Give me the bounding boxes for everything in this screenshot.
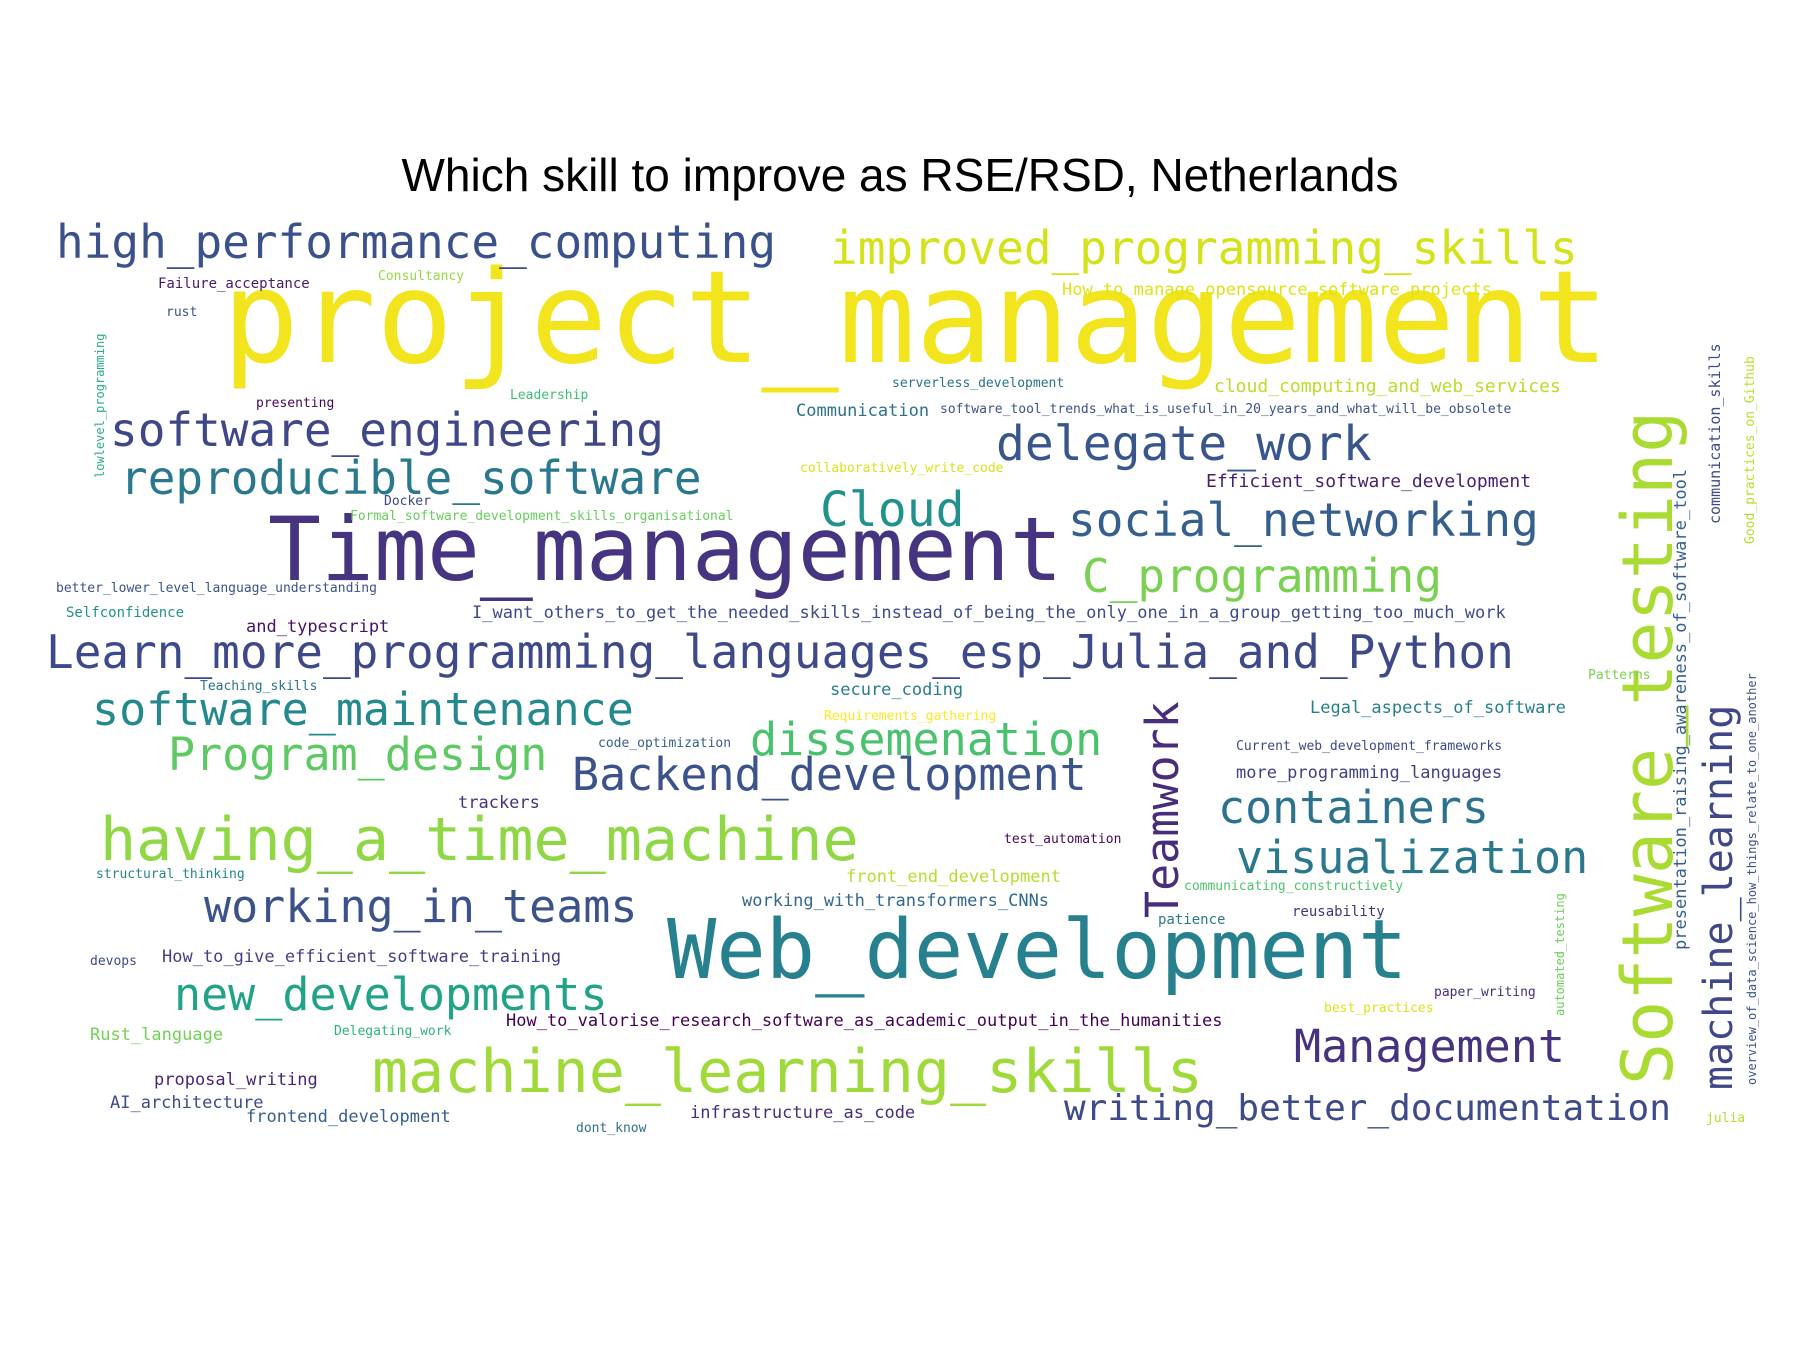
word: Consultancy [378,269,464,284]
word: How_to_valorise_research_software_as_aca… [506,1011,1222,1031]
word: project_management [222,244,1609,393]
word: Legal_aspects_of_software [1310,698,1566,718]
word: Communication [796,401,929,421]
word: julia [1706,1111,1745,1126]
word: Leadership [510,388,588,403]
word: frontend_development [246,1107,451,1127]
word: Time_management [268,498,1063,601]
word: Management [1294,1020,1565,1073]
word: dont_know [576,1121,647,1136]
word: code_optimization [598,736,731,751]
word: high_performance_computing [56,215,776,269]
word: reproducible_software [120,451,702,505]
word: Delegating_work [334,1024,452,1039]
word: How_to_give_efficient_software_training [162,947,561,967]
word: delegate_work [996,416,1372,472]
word: C_programming [1082,549,1442,603]
word: secure_coding [830,680,963,700]
word: best_practices [1324,1001,1434,1016]
word: containers [1218,781,1489,834]
word: I_want_others_to_get_the_needed_skills_i… [472,603,1506,623]
word: software_tool_trends_what_is_useful_in_2… [940,402,1512,417]
word: presenting [256,396,334,411]
word: rust [166,305,197,320]
word: Current_web_development_frameworks [1236,739,1502,754]
word: lowlevel_programming [93,334,107,479]
word: having_a_time_machine [100,805,859,875]
word: Requirements_gathering [824,709,996,724]
word: overview_of_data_science_how_things_rela… [1745,673,1759,1085]
word: serverless_development [892,376,1064,391]
word: machine_learning [1696,705,1742,1090]
word: Program_design [168,728,547,781]
word: automated_testing [1553,893,1567,1016]
word: Docker [384,494,431,509]
word: AI_architecture [110,1093,264,1113]
word: Failure_acceptance [158,276,310,292]
word: working_in_teams [204,880,637,933]
word: reusability [1292,904,1385,920]
word: improved_programming_skills [830,221,1578,275]
word: cloud_computing_and_web_services [1214,376,1561,397]
word: visualization [1236,831,1588,884]
word: test_automation [1004,832,1121,847]
word: communicating_constructively [1184,879,1403,894]
word: and_typescript [246,617,389,637]
word: Software_testing [1607,411,1689,1085]
word: Formal_software_development_skills_organ… [350,509,734,524]
word: software_engineering [110,403,664,457]
word: collaboratively_write_code [800,461,1004,476]
word: How_to_manage_opensource_software_projec… [1062,280,1492,300]
word: infrastructure_as_code [690,1103,915,1123]
word: Selfconfidence [66,605,184,621]
word: more_programming_languages [1236,763,1502,783]
word: new_developments [174,968,607,1021]
word: front_end_development [846,867,1061,887]
word: software_maintenance [92,683,634,736]
word: trackers [458,793,540,813]
word: machine_learning_skills [372,1037,1203,1107]
word: Backend_development [572,748,1087,801]
word: better_lower_level_language_understandin… [56,581,377,596]
word: Rust_language [90,1025,223,1045]
word: dissemenation [750,713,1102,766]
word: Web_development [667,903,1408,998]
chart-title: Which skill to improve as RSE/RSD, Nethe… [401,149,1399,201]
word: structural_thinking [96,867,245,882]
word: paper_writing [1434,985,1536,1000]
word: writing_better_documentation [1064,1088,1671,1129]
word: communication_skills [1706,343,1724,524]
word: devops [90,954,137,969]
word: working_with_transformers_CNNs [742,891,1049,911]
word: Efficient_software_development [1206,471,1531,492]
word: Good_practices_on_Github [1743,356,1758,544]
word: Learn_more_programming_languages_esp_Jul… [46,625,1514,679]
word: patience [1158,912,1225,928]
word: presentation_raising_awareness_of_softwa… [1671,469,1691,950]
word: proposal_writing [154,1070,318,1090]
word: Teamwork [1136,701,1189,918]
word: Patterns [1588,668,1651,683]
word: social_networking [1068,493,1539,547]
word: Cloud [820,482,965,538]
word: Teaching_skills [200,679,317,694]
